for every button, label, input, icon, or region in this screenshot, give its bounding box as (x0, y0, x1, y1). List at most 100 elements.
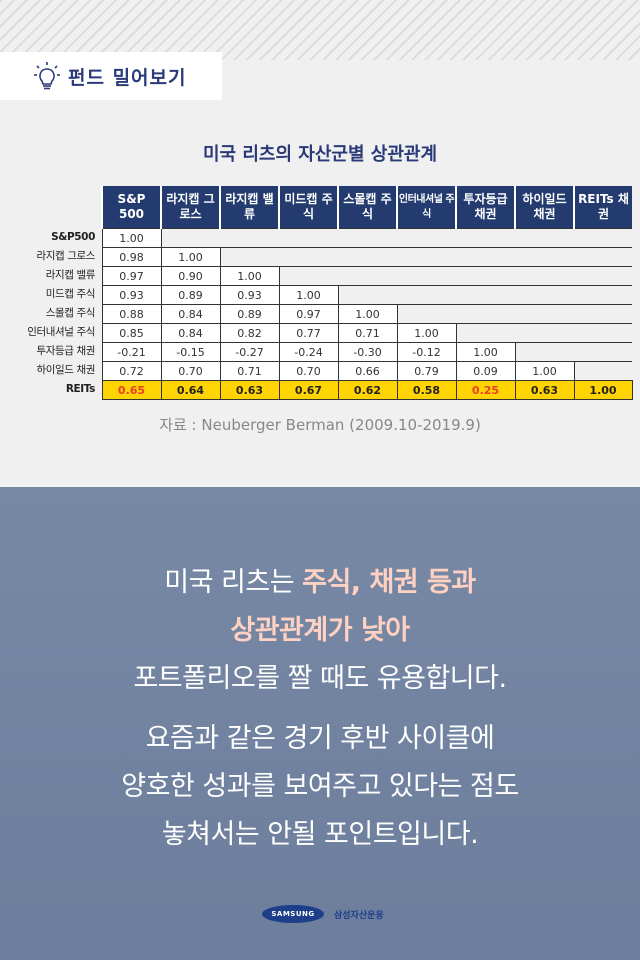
empty-cell (279, 266, 338, 286)
table-row: -0.21 -0.15 -0.27 -0.24 -0.30 -0.12 1.00 (101, 342, 632, 362)
empty-cell (397, 285, 456, 305)
table-cell: 0.71 (219, 361, 280, 381)
table-row: 1.00 (101, 228, 632, 248)
empty-cell (456, 266, 515, 286)
empty-cell (456, 323, 515, 343)
table-cell: 1.00 (219, 266, 280, 286)
table-cell: 0.79 (396, 361, 457, 381)
empty-cell (279, 247, 338, 267)
empty-cell (574, 247, 632, 267)
table-cell: -0.12 (396, 342, 457, 362)
table-row: 0.65 0.64 0.63 0.67 0.62 0.58 0.25 0.63 1.00 (101, 380, 633, 400)
table-cell: 1.00 (101, 228, 162, 248)
empty-cell (574, 228, 632, 248)
source-note: 자료 : Neuberger Berman (2009.10-2019.9) (159, 416, 481, 434)
row-label: 인터내셔널 주식 (27, 326, 95, 338)
row-label: 라지캡 그로스 (36, 250, 96, 262)
column-header: 라지캡 그로스 (160, 186, 220, 229)
lightbulb-icon (34, 62, 60, 90)
empty-cell (515, 285, 574, 305)
table-cell: 1.00 (160, 247, 221, 267)
empty-cell (574, 266, 632, 286)
table-cell: 1.00 (396, 323, 457, 343)
message-highlight: 주식, 채권 등과 (302, 567, 476, 598)
row-label: S&P500 (51, 231, 95, 243)
empty-cell (515, 247, 574, 267)
table-cell: 1.00 (455, 342, 516, 362)
empty-cell (397, 304, 456, 324)
table-cell: 1.00 (337, 304, 398, 324)
table-row: 0.85 0.84 0.82 0.77 0.71 1.00 (101, 323, 632, 343)
table-cell: 1.00 (514, 361, 575, 381)
company-name: 삼성자산운용 (334, 910, 384, 921)
empty-cell (574, 323, 632, 343)
message-panel (0, 487, 640, 960)
table-cell: 0.77 (278, 323, 339, 343)
empty-cell (338, 247, 397, 267)
empty-cell (515, 266, 574, 286)
table-cell: 0.89 (219, 304, 280, 324)
empty-cell (397, 266, 456, 286)
table-row: 0.72 0.70 0.71 0.70 0.66 0.79 0.09 1.00 (101, 361, 632, 381)
message-line-6: 놓쳐서는 안될 포인트입니다. (161, 819, 479, 850)
table-cell: 0.58 (396, 380, 457, 400)
infographic-top: 펀드 밀어보기 미국 리츠의 자산군별 상관관계 S&P500 라지캡 그로스 라지… (0, 0, 640, 487)
table-row: 0.93 0.89 0.93 1.00 (101, 285, 632, 305)
empty-cell (338, 228, 397, 248)
message-line-5: 양호한 성과를 보여주고 있다는 점도 (121, 771, 519, 802)
table-cell: 1.00 (573, 380, 633, 400)
empty-cell (456, 304, 515, 324)
table-cell: -0.15 (160, 342, 221, 362)
table-cell: 0.89 (160, 285, 221, 305)
column-header: 라지캡 밸류 (219, 186, 279, 229)
message-text: 미국 리츠는 (164, 567, 303, 598)
row-label: 투자등급 채권 (36, 345, 96, 357)
table-cell: 0.67 (278, 380, 339, 400)
empty-cell (574, 285, 632, 305)
table-row: 0.98 1.00 (101, 247, 632, 267)
table-row: 0.88 0.84 0.89 0.97 1.00 (101, 304, 632, 324)
table-cell: 0.88 (101, 304, 162, 324)
column-header: 인터내셔널 주식 (396, 186, 456, 229)
empty-cell (338, 266, 397, 286)
table-title: 미국 리츠의 자산군별 상관관계 (202, 144, 438, 165)
message-line-2: 상관관계가 낮아 (230, 615, 410, 646)
column-header: 투자등급 채권 (455, 186, 515, 229)
table-cell: 0.63 (219, 380, 280, 400)
table-cell: 0.93 (219, 285, 280, 305)
correlation-table: S&P 500 라지캡 그로스 라지캡 밸류 미드캡 주식 스몰캡 주식 인터내셔널 주식… (101, 186, 633, 400)
table-cell: 0.98 (101, 247, 162, 267)
empty-cell (515, 304, 574, 324)
table-cell: 0.97 (278, 304, 339, 324)
column-header: 스몰캡 주식 (337, 186, 397, 229)
empty-cell (515, 323, 574, 343)
table-cell: 0.84 (160, 323, 221, 343)
table-cell: 0.71 (337, 323, 398, 343)
empty-cell (456, 285, 515, 305)
table-header-row: S&P 500 라지캡 그로스 라지캡 밸류 미드캡 주식 스몰캡 주식 인터내셔널 주식… (101, 186, 632, 229)
table-cell: 0.93 (101, 285, 162, 305)
table-cell: -0.27 (219, 342, 280, 362)
empty-cell (279, 228, 338, 248)
empty-cell (574, 361, 632, 381)
empty-cell (338, 285, 397, 305)
table-cell: 0.70 (278, 361, 339, 381)
table-cell: 0.84 (160, 304, 221, 324)
table-cell: 0.85 (101, 323, 162, 343)
table-cell: 0.70 (160, 361, 221, 381)
row-label: 미드캡 주식 (45, 288, 96, 300)
empty-cell (161, 228, 220, 248)
empty-cell (220, 228, 279, 248)
table-cell: 1.00 (278, 285, 339, 305)
row-label: 하이일드 채권 (36, 364, 96, 376)
empty-cell (456, 247, 515, 267)
row-label: 스몰캡 주식 (45, 307, 96, 319)
message-line-1: 미국 리츠는 주식, 채권 등과 (0, 560, 640, 599)
table-cell: 0.72 (101, 361, 162, 381)
column-header: S&P 500 (101, 186, 161, 229)
row-label: 라지캡 밸류 (45, 269, 96, 281)
section-badge: 펀드 밀어보기 (0, 52, 222, 100)
table-cell: 0.64 (160, 380, 221, 400)
table-cell: 0.82 (219, 323, 280, 343)
